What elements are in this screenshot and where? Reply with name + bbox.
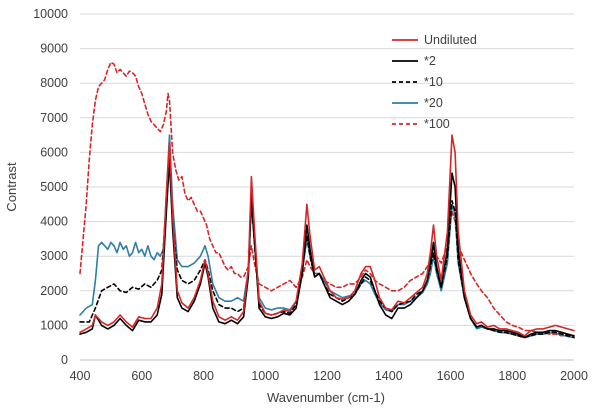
y-tick-label: 3000 — [40, 249, 68, 263]
x-tick-label: 400 — [70, 369, 91, 383]
y-tick-label: 0 — [61, 353, 68, 367]
y-axis-label: Contrast — [4, 162, 19, 212]
x-tick-label: 600 — [131, 369, 152, 383]
y-tick-label: 7000 — [40, 111, 68, 125]
x-tick-label: 2000 — [560, 369, 588, 383]
x-tick-label: 1400 — [375, 369, 403, 383]
legend-label-4: *100 — [424, 117, 450, 131]
y-tick-label: 2000 — [40, 284, 68, 298]
x-tick-label: 1000 — [251, 369, 279, 383]
y-tick-label: 9000 — [40, 42, 68, 56]
y-tick-label: 8000 — [40, 76, 68, 90]
x-tick-label: 1200 — [313, 369, 341, 383]
legend: Undiluted *2 *10 *20 *100 — [392, 33, 477, 131]
legend-label-2: *10 — [424, 75, 443, 89]
legend-label-3: *20 — [424, 96, 443, 110]
series-line-1 — [79, 158, 575, 339]
y-tick-label: 10000 — [33, 7, 68, 21]
x-axis-tick-labels: 400 600 800 1000 1200 1400 1600 1800 2000 — [70, 369, 588, 383]
y-tick-label: 5000 — [40, 180, 68, 194]
x-tick-label: 800 — [193, 369, 214, 383]
y-tick-label: 4000 — [40, 215, 68, 229]
series-line-0 — [79, 134, 575, 337]
x-axis-label: Wavenumber (cm-1) — [267, 390, 385, 405]
x-tick-label: 1600 — [437, 369, 465, 383]
legend-label-1: *2 — [424, 54, 436, 68]
y-tick-label: 6000 — [40, 145, 68, 159]
legend-label-0: Undiluted — [424, 33, 477, 47]
x-tick-label: 1800 — [498, 369, 526, 383]
series-layer — [79, 61, 575, 339]
y-tick-label: 1000 — [40, 318, 68, 332]
y-axis-tick-labels: 0 1000 2000 3000 4000 5000 6000 7000 8000 9000 100… — [33, 7, 68, 367]
